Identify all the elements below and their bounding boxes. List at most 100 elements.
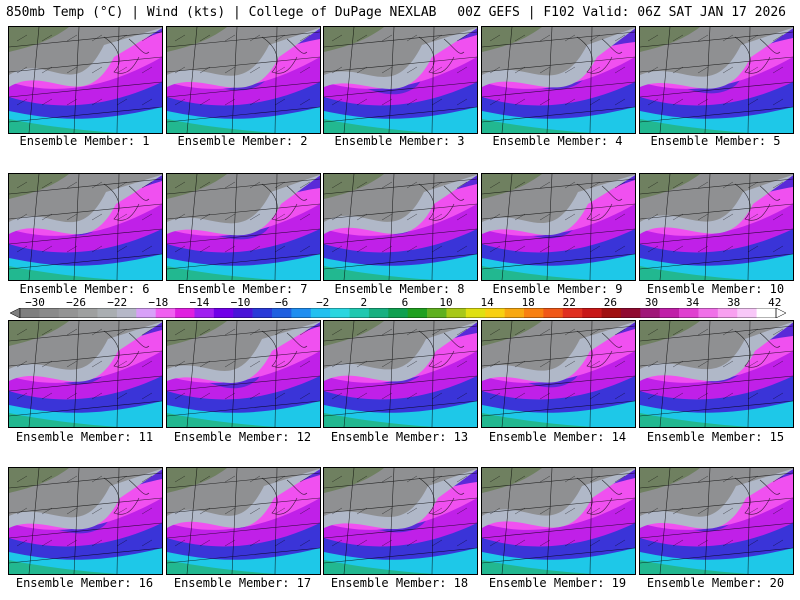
- colorbar-tick-label: −26: [66, 296, 87, 309]
- colorbar-swatch: [388, 308, 408, 318]
- ensemble-member-label: Ensemble Member: 12: [173, 430, 312, 444]
- ensemble-member-label: Ensemble Member: 1: [19, 134, 150, 148]
- ensemble-map-panel: [8, 26, 163, 134]
- colorbar-swatch: [485, 308, 505, 318]
- colorbar-swatch: [116, 308, 137, 318]
- ensemble-map-panel: [481, 26, 636, 134]
- ensemble-map-panel: [639, 467, 794, 575]
- ensemble-member-label: Ensemble Member: 10: [646, 282, 785, 296]
- colorbar-swatch: [659, 308, 680, 318]
- colorbar-swatch: [562, 308, 583, 318]
- colorbar-tick-label: −14: [189, 296, 210, 309]
- colorbar-tick-label: −18: [148, 296, 169, 309]
- colorbar-swatch: [155, 308, 176, 318]
- colorbar-swatch: [524, 308, 544, 318]
- ensemble-member-label: Ensemble Member: 14: [488, 430, 627, 444]
- ensemble-member-label: Ensemble Member: 9: [492, 282, 623, 296]
- colorbar-swatch: [504, 308, 525, 318]
- ensemble-member-label: Ensemble Member: 15: [646, 430, 785, 444]
- colorbar-tick-label: 18: [521, 296, 535, 309]
- colorbar-swatch: [465, 308, 486, 318]
- colorbar-swatch: [756, 308, 777, 318]
- colorbar-swatch: [407, 308, 428, 318]
- ensemble-map-panel: [639, 320, 794, 428]
- ensemble-map-panel: [481, 173, 636, 281]
- ensemble-map-panel: [323, 467, 478, 575]
- colorbar-tick-label: −30: [25, 296, 45, 309]
- colorbar-swatch: [272, 308, 292, 318]
- colorbar-swatch: [136, 308, 156, 318]
- colorbar-swatch: [446, 308, 467, 318]
- ensemble-map-panel: [481, 467, 636, 575]
- colorbar-swatch: [291, 308, 312, 318]
- colorbar-tick-label: −6: [274, 296, 289, 309]
- colorbar-tick-label: 6: [401, 296, 409, 309]
- ensemble-member-label: Ensemble Member: 8: [334, 282, 465, 296]
- ensemble-map-panel: [166, 26, 321, 134]
- ensemble-map-panel: [323, 173, 478, 281]
- colorbar-swatch: [97, 308, 118, 318]
- colorbar-swatch: [601, 308, 622, 318]
- colorbar-arrow-left: [10, 308, 21, 318]
- colorbar-swatch: [233, 308, 253, 318]
- colorbar-tick-label: 22: [562, 296, 576, 309]
- ensemble-member-label: Ensemble Member: 19: [488, 576, 627, 590]
- colorbar-swatch: [20, 308, 40, 318]
- ensemble-map-panel: [639, 26, 794, 134]
- colorbar-tick-label: 38: [727, 296, 741, 309]
- ensemble-map-panel: [166, 320, 321, 428]
- colorbar-tick-label: 2: [360, 296, 368, 309]
- colorbar-swatch: [698, 308, 719, 318]
- colorbar-swatch: [582, 308, 602, 318]
- temperature-colorbar: [10, 308, 786, 318]
- colorbar-swatch: [349, 308, 370, 318]
- colorbar-swatch: [737, 308, 757, 318]
- ensemble-member-label: Ensemble Member: 5: [650, 134, 781, 148]
- colorbar-tick-label: 34: [685, 296, 700, 309]
- colorbar-tick-label: 10: [439, 296, 453, 309]
- ensemble-member-label: Ensemble Member: 17: [173, 576, 312, 590]
- colorbar-swatch: [640, 308, 660, 318]
- colorbar-tick-label: 26: [603, 296, 618, 309]
- ensemble-member-label: Ensemble Member: 4: [492, 134, 623, 148]
- ensemble-map-panel: [323, 26, 478, 134]
- ensemble-member-label: Ensemble Member: 16: [15, 576, 154, 590]
- colorbar-swatch: [39, 308, 60, 318]
- ensemble-member-label: Ensemble Member: 13: [330, 430, 469, 444]
- ensemble-map-panel: [481, 320, 636, 428]
- ensemble-member-label: Ensemble Member: 18: [330, 576, 469, 590]
- ensemble-member-label: Ensemble Member: 7: [177, 282, 308, 296]
- ensemble-member-label: Ensemble Member: 3: [334, 134, 465, 148]
- colorbar-swatch: [543, 308, 564, 318]
- ensemble-member-label: Ensemble Member: 20: [646, 576, 785, 590]
- colorbar-swatch: [620, 308, 641, 318]
- colorbar-tick-label: −22: [107, 296, 128, 309]
- colorbar-swatch: [679, 308, 699, 318]
- colorbar-arrow-right: [775, 308, 786, 318]
- colorbar-swatch: [310, 308, 331, 318]
- colorbar-tick-label: −10: [230, 296, 251, 309]
- colorbar-tick-label: 14: [480, 296, 494, 309]
- map-title: 850mb Temp (°C) | Wind (kts) | College o…: [6, 5, 437, 20]
- ensemble-map-panel: [8, 173, 163, 281]
- colorbar-swatch: [252, 308, 273, 318]
- colorbar-swatch: [717, 308, 738, 318]
- ensemble-map-panel: [166, 173, 321, 281]
- ensemble-map-panel: [323, 320, 478, 428]
- colorbar-swatch: [427, 308, 447, 318]
- colorbar-swatch: [78, 308, 98, 318]
- colorbar-tick-label: 42: [768, 296, 782, 309]
- colorbar-swatch: [330, 308, 350, 318]
- ensemble-member-label: Ensemble Member: 11: [15, 430, 154, 444]
- ensemble-member-label: Ensemble Member: 2: [177, 134, 308, 148]
- ensemble-member-label: Ensemble Member: 6: [19, 282, 150, 296]
- ensemble-map-panel: [8, 320, 163, 428]
- colorbar-swatch: [213, 308, 234, 318]
- ensemble-map-panel: [166, 467, 321, 575]
- colorbar-swatch: [58, 308, 79, 318]
- ensemble-map-panel: [639, 173, 794, 281]
- colorbar-tick-label: −2: [316, 296, 330, 309]
- colorbar-swatch: [368, 308, 389, 318]
- ensemble-map-panel: [8, 467, 163, 575]
- colorbar-swatch: [194, 308, 215, 318]
